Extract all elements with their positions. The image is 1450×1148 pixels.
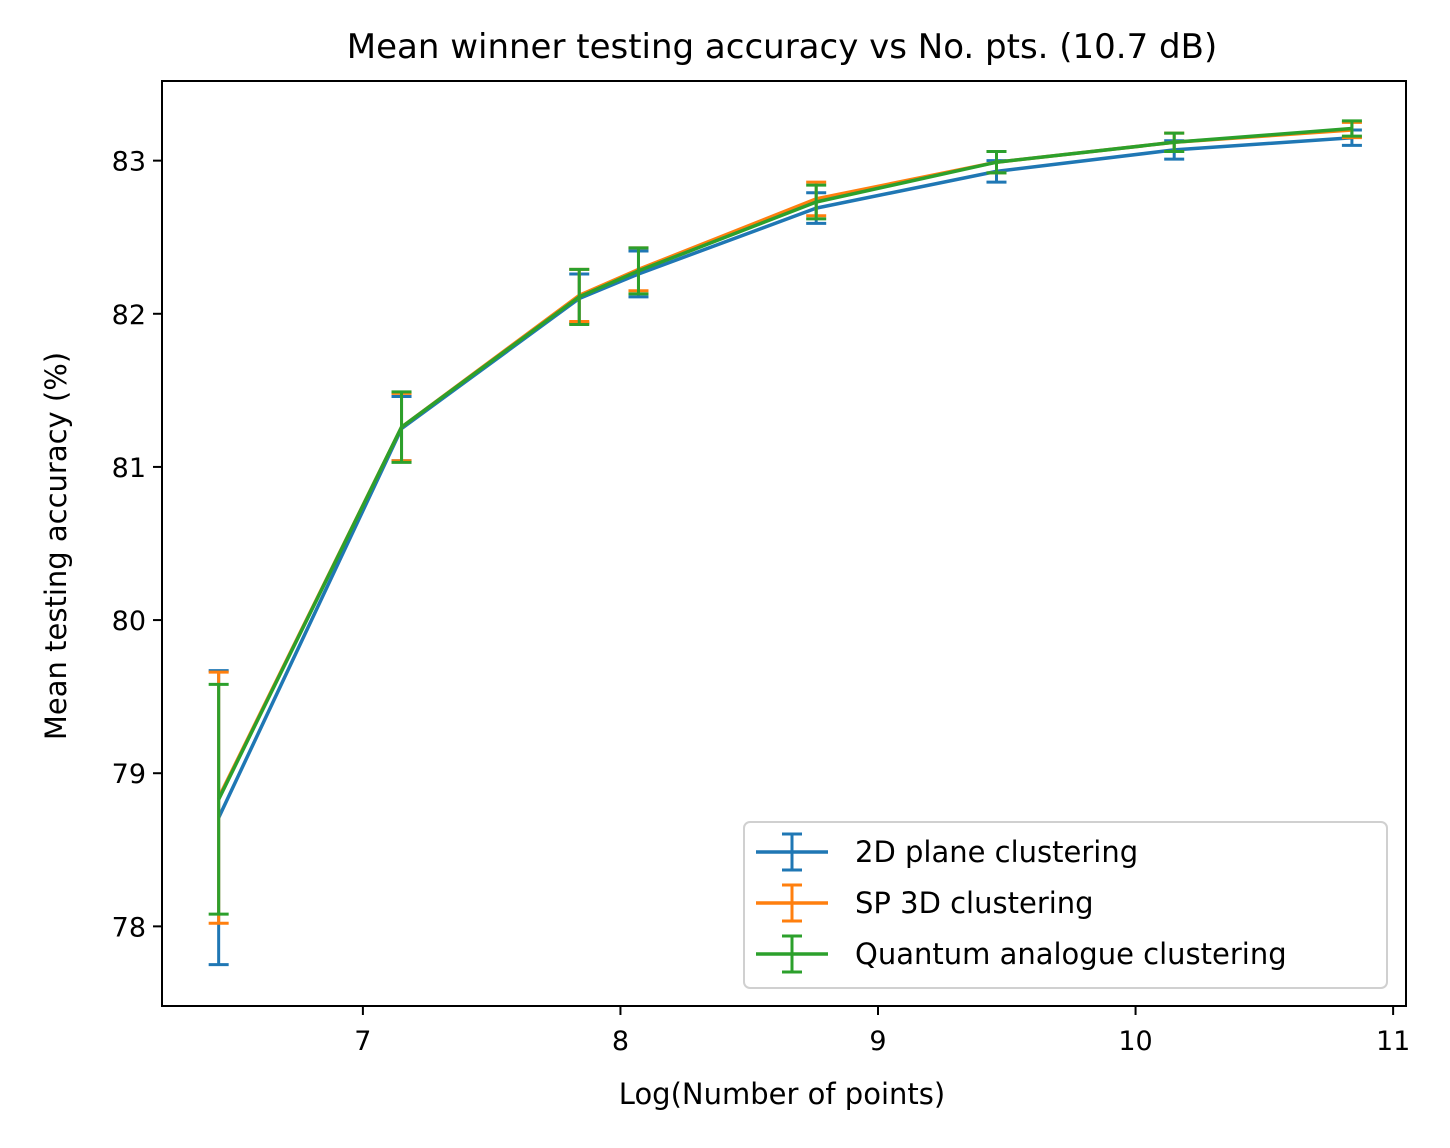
series	[208, 120, 1362, 925]
series	[208, 119, 1362, 916]
series-line	[217, 126, 1353, 801]
series-layer	[208, 119, 1362, 967]
y-axis-label: Mean testing accuracy (%)	[39, 352, 73, 740]
legend-entry: SP 3D clustering	[756, 883, 1094, 923]
x-tick-label: 9	[869, 1026, 886, 1057]
x-tick-label: 10	[1118, 1026, 1152, 1057]
x-tick-label: 11	[1376, 1026, 1410, 1057]
y-tick-label: 81	[112, 453, 146, 484]
legend: 2D plane clustering SP 3D clustering Quant…	[743, 821, 1388, 989]
y-tick-label: 83	[112, 147, 146, 178]
y-tick-label: 80	[112, 606, 146, 637]
x-tick-label: 7	[354, 1026, 371, 1057]
series-line	[217, 135, 1353, 819]
legend-label: 2D plane clustering	[855, 835, 1138, 869]
y-tick-label: 79	[112, 759, 146, 790]
y-tick-label: 78	[112, 912, 146, 943]
legend-box	[743, 821, 1388, 989]
legend-entry: 2D plane clustering	[756, 832, 1138, 872]
series-line	[217, 128, 1353, 799]
x-axis-label: Log(Number of points)	[619, 1077, 945, 1111]
legend-entry: Quantum analogue clustering	[756, 934, 1287, 974]
y-tick-label: 82	[112, 300, 146, 331]
legend-label: Quantum analogue clustering	[855, 937, 1287, 971]
legend-label: SP 3D clustering	[855, 886, 1094, 920]
x-tick-label: 8	[612, 1026, 629, 1057]
plot-frame	[161, 80, 1407, 1007]
chart-title: Mean winner testing accuracy vs No. pts.…	[347, 27, 1217, 67]
